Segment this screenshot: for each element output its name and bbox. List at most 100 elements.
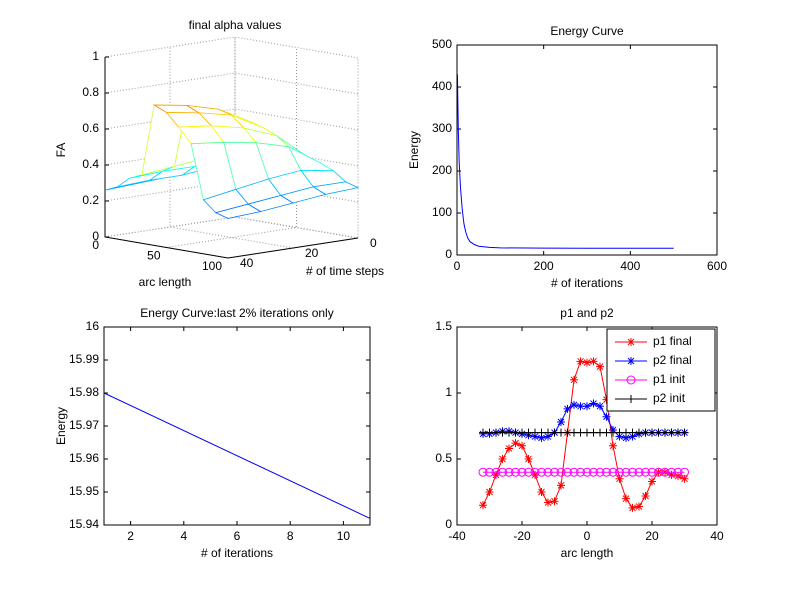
y-tick-label: 15.97 (69, 418, 99, 432)
x-tick-label: 6 (234, 529, 241, 543)
marker (627, 395, 635, 403)
marker (485, 467, 494, 477)
y-tick-label: 0 (370, 236, 377, 250)
marker (478, 467, 488, 477)
marker (589, 357, 598, 366)
x-tick-label: 10 (337, 529, 351, 543)
marker (622, 433, 630, 442)
series-line (456, 74, 674, 249)
marker (628, 467, 637, 477)
y-tick-label: 15.96 (69, 451, 99, 465)
x-axis-label: arc length (561, 546, 614, 560)
marker (635, 502, 643, 511)
marker (654, 467, 663, 477)
legend-label: p2 init (653, 391, 686, 405)
legend-label: p2 final (653, 353, 692, 367)
marker (557, 418, 565, 427)
x-tick-label: 2 (127, 529, 134, 543)
y-tick-label: 1.5 (435, 319, 452, 333)
marker (479, 501, 487, 510)
x-axis-label: # of iterations (201, 546, 273, 560)
axis-line (104, 57, 359, 259)
x-tick-label: 4 (180, 529, 187, 543)
marker (680, 474, 689, 483)
marker (518, 441, 526, 450)
marker (595, 467, 605, 477)
marker (537, 467, 546, 477)
marker (537, 433, 546, 442)
marker (537, 488, 546, 496)
grid-line (104, 36, 359, 59)
chart-title: Energy Curve:last 2% iterations only (140, 306, 333, 320)
y-tick-label: 300 (432, 121, 452, 135)
series-line (103, 392, 371, 519)
marker (680, 467, 689, 477)
y-tick-label: 20 (305, 246, 319, 260)
marker (563, 404, 572, 413)
marker (602, 467, 611, 477)
marker (550, 467, 559, 477)
y-tick-label: 0.5 (435, 451, 452, 465)
z-axis-label: FA (54, 143, 68, 158)
marker (570, 375, 578, 384)
y-tick-label: 0 (445, 517, 452, 531)
marker (583, 358, 591, 367)
z-tick-label: 0.2 (82, 193, 99, 207)
marker (531, 470, 539, 479)
z-tick-label: 1 (92, 49, 99, 63)
marker (641, 491, 650, 500)
y-tick-label: 15.94 (69, 517, 99, 531)
y-tick-label: 500 (432, 37, 452, 51)
legend-label: p1 final (653, 334, 692, 348)
marker (517, 467, 527, 477)
mesh-cell (214, 203, 262, 219)
marker (680, 428, 689, 437)
marker (615, 474, 624, 483)
y-tick-label: 1 (445, 385, 452, 399)
marker (621, 467, 631, 477)
chart-title: p1 and p2 (560, 306, 614, 320)
marker (667, 470, 676, 479)
y-axis-label: Energy (407, 131, 421, 169)
y-tick-label: 200 (432, 163, 452, 177)
marker (589, 467, 598, 477)
y-tick-label: 100 (432, 205, 452, 219)
marker (524, 467, 533, 477)
y-tick-label: 15.98 (69, 385, 99, 399)
marker (627, 338, 635, 346)
marker (648, 477, 656, 486)
marker (596, 362, 604, 371)
grid-line (104, 216, 359, 239)
marker (485, 488, 494, 496)
marker (576, 357, 585, 366)
marker (626, 375, 636, 385)
marker (673, 467, 683, 477)
legend-box (606, 328, 716, 412)
y-tick-label: 15.99 (69, 352, 99, 366)
marker (563, 467, 572, 477)
z-tick-label: 0.4 (82, 157, 99, 171)
chart-title: Energy Curve (550, 24, 624, 38)
marker (498, 455, 507, 463)
axes-box (456, 326, 718, 526)
marker (622, 494, 630, 503)
z-tick-label: 0 (92, 229, 99, 243)
x-tick-label: 600 (707, 259, 727, 273)
marker (641, 467, 650, 477)
marker (557, 481, 565, 490)
plot-area (457, 45, 717, 255)
marker (570, 400, 578, 409)
marker (660, 467, 670, 477)
marker (576, 402, 585, 411)
y-tick-label: 16 (86, 319, 100, 333)
x-axis-label: arc length (139, 275, 192, 289)
marker (589, 399, 598, 408)
axes-box (456, 44, 718, 256)
grid-line (104, 72, 359, 95)
x-tick-label: -20 (513, 529, 531, 543)
marker (511, 467, 520, 477)
marker (491, 467, 501, 477)
marker (544, 498, 552, 507)
